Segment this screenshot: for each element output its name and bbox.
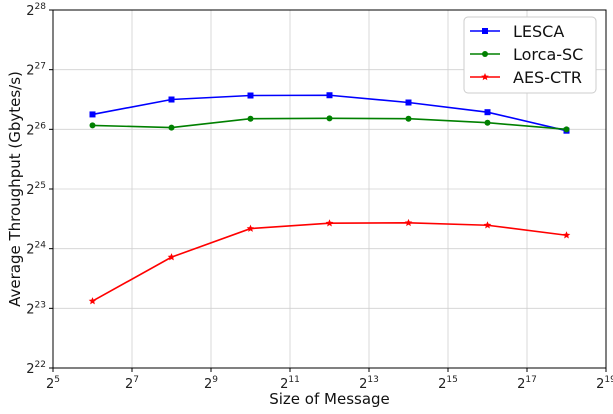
data-point-lorca-sc: [168, 124, 175, 131]
x-tick-label: 217: [517, 375, 537, 392]
series-lorca-sc: [89, 115, 570, 133]
legend-item-lesca: LESCA: [470, 22, 564, 41]
legend-item-aes-ctr: AES-CTR: [470, 68, 582, 87]
data-point-aes-ctr: [246, 224, 255, 232]
y-axis-title: Average Throughput (Gbytes/s): [6, 71, 24, 307]
series-aes-ctr: [88, 218, 571, 305]
x-tick-label: 213: [359, 375, 379, 392]
x-tick-label: 211: [280, 375, 300, 392]
data-point-aes-ctr: [167, 253, 176, 261]
y-tick-label: 227: [26, 62, 46, 79]
data-point-lesca: [326, 92, 333, 99]
data-point-lorca-sc: [563, 126, 570, 133]
x-axis-title: Size of Message: [269, 390, 390, 408]
data-point-aes-ctr: [404, 218, 413, 227]
legend-label: LESCA: [513, 22, 564, 41]
axis-ticks: 25 27 29 211 213 215 217 219 222 223 224 225 226 227 2…: [26, 2, 613, 392]
data-point-aes-ctr: [325, 219, 334, 227]
y-tick-label: 226: [26, 121, 46, 138]
data-point-lesca: [89, 111, 96, 118]
legend-item-lorca-sc: Lorca-SC: [470, 45, 583, 64]
data-point-aes-ctr: [562, 231, 571, 239]
legend-marker: [481, 73, 489, 81]
x-tick-label: 25: [46, 375, 60, 392]
data-point-lesca: [484, 109, 491, 116]
y-tick-label: 223: [26, 300, 46, 317]
data-point-lesca: [168, 96, 175, 103]
y-tick-label: 222: [26, 360, 46, 377]
y-tick-label: 228: [26, 2, 46, 19]
legend-label: AES-CTR: [513, 68, 582, 87]
x-tick-label: 219: [596, 375, 613, 392]
series-line-lesca: [92, 94, 567, 132]
x-tick-label: 215: [438, 375, 458, 392]
data-point-aes-ctr: [88, 297, 97, 305]
data-point-lesca: [247, 92, 254, 99]
y-tick-label: 224: [26, 241, 46, 258]
y-tick-label: 225: [26, 181, 46, 198]
legend-box: [463, 16, 597, 94]
legend-marker: [482, 51, 488, 57]
series-lines: [88, 92, 571, 305]
data-point-lorca-sc: [484, 119, 491, 126]
x-tick-label: 29: [204, 375, 218, 392]
data-point-aes-ctr: [483, 221, 492, 229]
data-point-lesca: [405, 99, 412, 106]
legend: LESCA Lorca-SC AES-CTR: [463, 16, 597, 94]
legend-label: Lorca-SC: [513, 45, 583, 64]
x-tick-label: 27: [125, 375, 139, 392]
data-point-lorca-sc: [247, 115, 254, 122]
legend-marker: [482, 28, 488, 34]
data-point-lorca-sc: [326, 115, 333, 122]
data-point-lorca-sc: [89, 122, 96, 129]
data-point-lorca-sc: [405, 115, 412, 122]
series-line-aes-ctr: [92, 222, 567, 302]
